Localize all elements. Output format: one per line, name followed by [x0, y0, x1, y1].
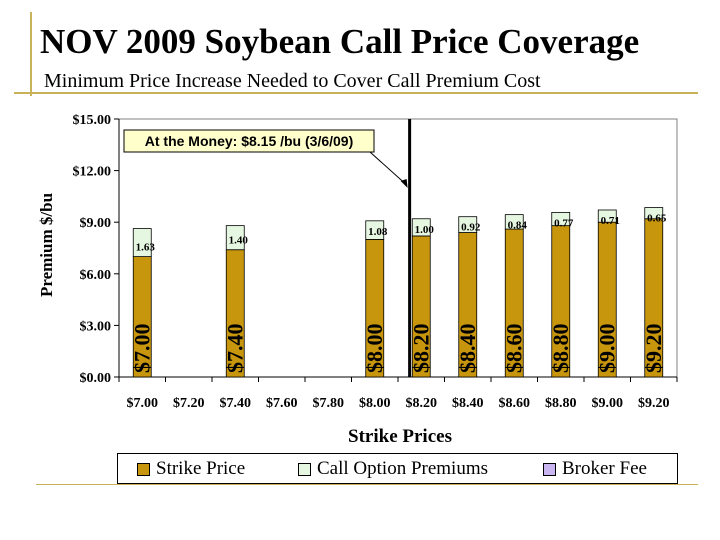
legend-swatch-strike-price	[137, 462, 150, 476]
premium-data-label: 1.00	[415, 224, 435, 236]
y-tick-label: $15.00	[73, 113, 112, 128]
bar-call-premium	[551, 211, 571, 227]
bar-call-premium	[225, 225, 245, 251]
strike-data-label: $7.40	[222, 324, 247, 374]
legend-swatch-call-premiums	[298, 462, 311, 476]
premium-data-label: 0.92	[461, 222, 481, 234]
legend-label-strike-price: Strike Price	[156, 458, 246, 479]
x-tick-label: $8.00	[359, 396, 391, 411]
x-tick-label: $7.40	[220, 396, 252, 411]
title-underline	[14, 92, 698, 94]
bar-call-premium	[597, 209, 617, 223]
chart-legend: Strike Price Call Option Premiums Broker…	[117, 453, 678, 484]
legend-item-call-premiums: Call Option Premiums	[298, 458, 488, 480]
bar-call-premium	[132, 228, 152, 257]
x-tick-label: $8.40	[452, 396, 484, 411]
callout-box	[123, 129, 375, 153]
callout-arrow-line	[369, 151, 406, 185]
legend-swatch-broker-fee	[543, 462, 556, 476]
callout-arrow-head	[400, 179, 408, 188]
strike-data-label: $8.20	[408, 324, 433, 374]
footer-rule	[36, 484, 698, 485]
x-tick-label: $9.00	[592, 396, 624, 411]
premium-data-label: 1.40	[229, 235, 249, 247]
strike-data-label: $9.00	[594, 324, 619, 374]
x-tick-label: $8.20	[406, 396, 438, 411]
page-title: NOV 2009 Soybean Call Price Coverage	[40, 22, 640, 61]
x-tick-label: $9.20	[638, 396, 670, 411]
bar-call-premium	[365, 220, 385, 240]
bar-call-premium	[458, 216, 478, 233]
strike-data-label: $8.60	[501, 324, 526, 374]
y-tick-label: $12.00	[73, 165, 112, 180]
page-subtitle: Minimum Price Increase Needed to Cover C…	[44, 70, 541, 92]
x-tick-label: $7.60	[266, 396, 298, 411]
strike-data-label: $8.40	[455, 324, 480, 374]
x-tick-label: $7.80	[313, 396, 345, 411]
bar-call-premium	[411, 218, 431, 237]
premium-data-label: 1.08	[368, 226, 388, 238]
y-tick-label: $0.00	[80, 371, 112, 386]
x-tick-label: $7.00	[127, 396, 159, 411]
premium-data-label: 0.65	[647, 213, 667, 225]
x-tick-label: $7.20	[173, 396, 205, 411]
x-axis-title: Strike Prices	[348, 426, 452, 447]
legend-item-strike-price: Strike Price	[137, 458, 245, 480]
x-tick-label: $8.60	[499, 396, 531, 411]
title-accent-line	[30, 12, 32, 96]
strike-data-label: $8.80	[548, 324, 573, 374]
plot-area: $0.00 $3.00 $6.00 $9.00 $12.00 $15.00 $7.00 $7.…	[73, 113, 678, 411]
y-axis-title: Premium $/bu	[37, 193, 56, 297]
strike-data-label: $7.00	[129, 324, 154, 374]
y-tick-label: $9.00	[80, 216, 112, 231]
legend-label-call-premiums: Call Option Premiums	[317, 458, 488, 479]
legend-item-broker-fee: Broker Fee	[543, 458, 647, 480]
bar-call-premium	[504, 214, 524, 230]
y-tick-label: $6.00	[80, 268, 112, 283]
y-tick-label: $3.00	[80, 319, 112, 334]
y-axis-title-group: Premium $/bu	[37, 193, 56, 297]
premium-data-label: 0.84	[508, 220, 528, 232]
premium-data-label: 0.71	[601, 215, 620, 227]
legend-label-broker-fee: Broker Fee	[562, 458, 647, 479]
x-tick-label: $8.80	[545, 396, 577, 411]
strike-data-label: $9.20	[641, 324, 666, 374]
premium-data-label: 1.63	[136, 242, 156, 254]
callout-text: At the Money: $8.15 /bu (3/6/09)	[145, 133, 354, 149]
bar-call-premium	[644, 207, 664, 220]
strike-data-label: $8.00	[362, 324, 387, 374]
premium-data-label: 0.77	[554, 217, 574, 229]
plot-frame	[118, 118, 678, 378]
